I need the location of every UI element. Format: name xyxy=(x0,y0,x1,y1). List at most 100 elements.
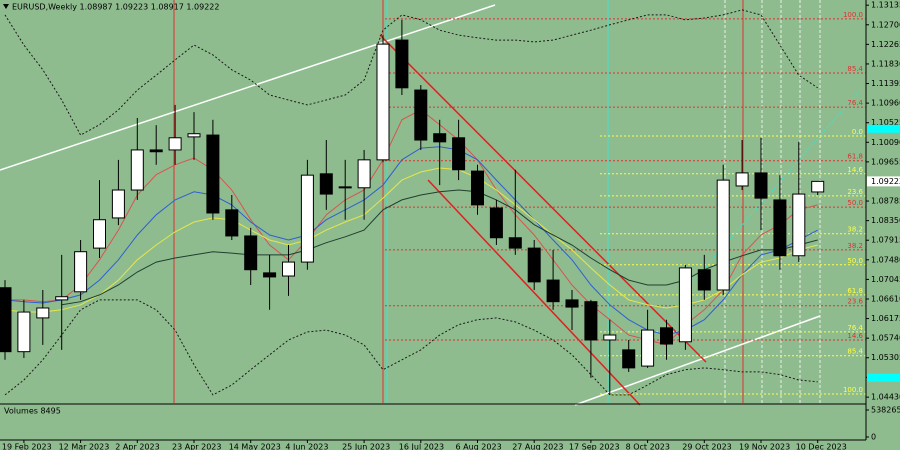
candle-body xyxy=(93,219,106,249)
fib-level-label: 85.4 xyxy=(847,348,863,356)
y-tick-label: 1.11395 xyxy=(871,79,900,88)
x-tick-label: 27 Aug 2023 xyxy=(512,443,563,450)
candle-body xyxy=(0,287,12,353)
fib-level-label: 100.0 xyxy=(843,11,863,19)
y-tick-label: 1.05305 xyxy=(871,353,900,362)
candle-body xyxy=(773,199,787,257)
candle-body xyxy=(565,299,579,308)
y-tick-label: 1.12700 xyxy=(871,20,900,29)
candle-body xyxy=(489,207,503,239)
candle-body xyxy=(508,237,522,249)
x-tick-label: 4 Jun 2023 xyxy=(285,443,328,450)
y-tick-label: 1.08785 xyxy=(871,197,900,206)
candle-body xyxy=(811,180,825,193)
candle-body xyxy=(225,209,239,237)
x-tick-label: 25 Jun 2023 xyxy=(342,443,390,450)
y-tick-label: 1.10525 xyxy=(871,118,900,127)
candle-body xyxy=(376,43,390,161)
candle-body xyxy=(527,247,541,283)
candle-body xyxy=(168,137,182,151)
y-tick-label: 1.10960 xyxy=(871,99,900,108)
current-price-label: 1.09222 xyxy=(871,177,900,186)
x-tick-label: 10 Dec 2023 xyxy=(796,443,847,450)
y-tick-label: 1.09655 xyxy=(871,157,900,166)
fib-level-label: 38.2 xyxy=(847,226,863,234)
y-tick-label: 1.06175 xyxy=(871,314,900,323)
fib-level-label: 61.8 xyxy=(847,153,863,161)
candle-body xyxy=(697,269,711,291)
x-tick-label: 29 Oct 2023 xyxy=(682,443,731,450)
candle-body xyxy=(622,349,636,369)
candle-body xyxy=(263,272,277,278)
fib-level-label: 14.6 xyxy=(847,332,863,340)
x-tick-label: 8 Oct 2023 xyxy=(626,443,670,450)
candle-body xyxy=(244,235,258,271)
price-marker xyxy=(867,373,900,382)
fib-level-label: 14.6 xyxy=(847,166,863,174)
y-tick-label: 1.08350 xyxy=(871,216,900,225)
candle-body xyxy=(130,149,144,191)
x-tick-label: 23 Apr 2023 xyxy=(172,443,221,450)
volume-title: Volumes 8495 xyxy=(4,407,61,416)
y-tick-label: 1.04430 xyxy=(871,393,900,402)
candle-body xyxy=(414,89,428,141)
candle-body xyxy=(338,186,352,189)
trend-line xyxy=(689,89,861,286)
plot-area: 100.0 85.4 76.4 61.8 50.0 38.2 23.6 14.6 0.0 14.6… xyxy=(0,9,866,396)
trend-line xyxy=(0,4,496,171)
candle-body xyxy=(282,261,295,277)
fib-level-label: 50.0 xyxy=(847,199,863,207)
x-tick-label: 12 Mar 2023 xyxy=(59,443,110,450)
trend-line xyxy=(574,315,821,406)
candle-body xyxy=(641,329,655,367)
x-tick-label: 19 Nov 2023 xyxy=(739,443,790,450)
candle-body xyxy=(319,173,333,195)
candle-body xyxy=(300,174,314,263)
candle-body xyxy=(111,189,125,219)
fib-level-label: 50.0 xyxy=(847,257,863,265)
y-tick-label: 1.10090 xyxy=(871,138,900,147)
channel-line xyxy=(379,34,707,363)
fib-level-label: 23.6 xyxy=(847,188,863,196)
x-tick-label: 19 Feb 2023 xyxy=(2,443,52,450)
fib-level-label: 76.4 xyxy=(847,99,863,107)
volume-tick-label: 0 xyxy=(871,433,876,442)
candle-body xyxy=(754,172,768,199)
title-icon xyxy=(3,4,9,9)
candle-body xyxy=(395,39,409,89)
candle-body xyxy=(433,133,447,143)
y-tick-label: 1.11830 xyxy=(871,59,900,68)
x-tick-label: 14 May 2023 xyxy=(229,443,281,450)
fib-level-label: 23.6 xyxy=(847,298,863,306)
y-tick-label: 1.06610 xyxy=(871,294,900,303)
fib-level-label: 38.2 xyxy=(847,242,863,250)
candle-body xyxy=(584,301,598,341)
candle-body xyxy=(74,251,88,293)
candle-body xyxy=(660,327,673,345)
fib-level-label: 61.8 xyxy=(847,287,863,295)
chart-title: EURUSD,Weekly 1.08987 1.09223 1.08917 1.… xyxy=(12,3,219,12)
candle-body xyxy=(716,179,730,291)
x-tick-label: 16 Jul 2023 xyxy=(399,443,444,450)
y-tick-label: 1.07045 xyxy=(871,275,900,284)
fib-level-label: 0.0 xyxy=(852,128,863,136)
candle-body xyxy=(357,159,371,189)
fib-level-label: 100.0 xyxy=(843,386,863,394)
indicator-line xyxy=(4,299,818,396)
candle-body xyxy=(55,296,69,301)
y-tick-label: 1.05740 xyxy=(871,334,900,343)
current-price-box xyxy=(867,176,900,187)
x-tick-label: 6 Aug 2023 xyxy=(456,443,502,450)
fib-level-label: 76.4 xyxy=(847,324,863,332)
y-tick-label: 1.12265 xyxy=(871,40,900,49)
volume-tick-label: 538265 xyxy=(871,406,900,415)
y-tick-label: 1.07915 xyxy=(871,236,900,245)
y-tick-label: 1.07480 xyxy=(871,255,900,264)
candle-body xyxy=(206,134,220,214)
candle-body xyxy=(792,193,806,257)
channel-line xyxy=(427,179,641,406)
candle-body xyxy=(678,267,692,343)
